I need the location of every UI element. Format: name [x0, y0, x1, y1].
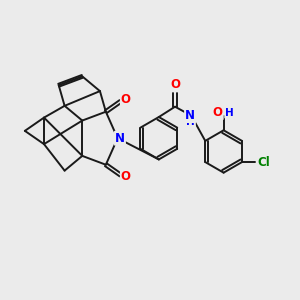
Text: Cl: Cl [257, 156, 270, 169]
Text: O: O [170, 78, 180, 92]
Text: O: O [121, 93, 131, 106]
Text: N: N [185, 109, 195, 122]
Text: H: H [225, 108, 234, 118]
Text: H: H [186, 117, 195, 127]
Text: N: N [115, 132, 125, 145]
Text: O: O [121, 170, 131, 183]
Text: O: O [213, 106, 223, 119]
